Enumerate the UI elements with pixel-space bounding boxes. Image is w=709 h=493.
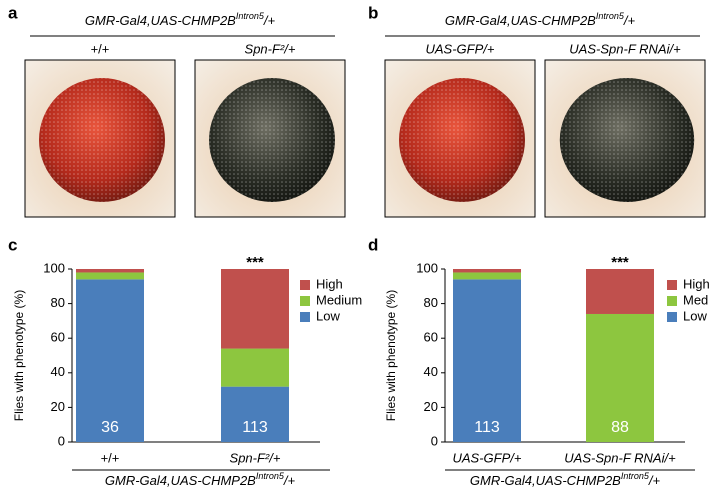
legend-swatch [667,312,677,322]
genotype-base: GMR-Gal4,UAS-CHMP2B [470,473,621,488]
genotype-sup: Intron5 [621,471,650,481]
eye-facets [399,78,525,202]
x-tick-label: UAS-Spn-F RNAi/+ [564,450,676,465]
sample-size: 113 [474,419,500,436]
y-tick-label: 40 [51,364,65,379]
genotype: GMR-Gal4,UAS-CHMP2BIntron5/+ [445,11,636,28]
bar-segment [586,269,654,314]
eye-facets [209,78,335,202]
y-tick-label: 60 [51,330,65,345]
photo-caption: +/+ [91,41,110,56]
legend-label: Low [316,308,340,323]
photo-caption: Spn-F²/+ [245,41,296,56]
bar-segment [221,269,289,349]
legend-label: High [316,276,343,291]
genotype-tail: /+ [263,13,276,28]
genotype-base: GMR-Gal4,UAS-CHMP2B [85,13,236,28]
x-tick-label: Spn-F²/+ [230,450,281,465]
y-tick-label: 0 [431,433,438,448]
legend-swatch [667,296,677,306]
bar-segment [453,269,521,273]
panel-label: d [368,235,378,254]
sample-size: 113 [242,419,268,436]
bar-segment [221,348,289,387]
bar-segment [586,313,654,442]
photo-caption: UAS-GFP/+ [426,41,495,56]
bar-segment [453,279,521,442]
y-tick-label: 20 [51,399,65,414]
y-axis-label: Flies with phenotype (%) [12,290,26,421]
legend-swatch [667,280,677,290]
bar-segment [76,269,144,273]
legend-swatch [300,296,310,306]
bar-segment [76,272,144,280]
panel-label: c [8,235,17,254]
y-axis-label: Flies with phenotype (%) [384,290,398,421]
panel-label: b [368,3,378,22]
bar-segment [221,386,289,442]
x-tick-label: +/+ [101,450,120,465]
eye-facets [559,78,695,202]
y-tick-label: 100 [43,260,65,275]
genotype: GMR-Gal4,UAS-CHMP2BIntron5/+ [85,11,276,28]
photo-frame [544,59,706,218]
genotype-base: GMR-Gal4,UAS-CHMP2B [445,13,596,28]
genotype: GMR-Gal4,UAS-CHMP2BIntron5/+ [470,471,661,488]
legend-label: High [683,276,709,291]
significance: *** [246,254,264,271]
y-tick-label: 100 [416,260,438,275]
x-tick-label: UAS-GFP/+ [453,450,522,465]
photo-frame [24,59,176,218]
bar-segment [453,272,521,280]
genotype-tail: /+ [623,13,636,28]
legend-label: Medium [316,292,362,307]
photo-frame [194,59,346,218]
legend-swatch [300,280,310,290]
sample-size: 36 [101,419,119,436]
y-tick-label: 80 [51,295,65,310]
genotype: GMR-Gal4,UAS-CHMP2BIntron5/+ [105,471,296,488]
y-tick-label: 20 [424,399,438,414]
genotype-sup: Intron5 [236,11,265,21]
sample-size: 88 [611,419,629,436]
legend-label: Medium [683,292,709,307]
photo-frame [384,59,536,218]
bar-segment [76,279,144,442]
genotype-tail: /+ [283,473,296,488]
eye-facets [39,78,165,202]
y-tick-label: 0 [58,433,65,448]
genotype-base: GMR-Gal4,UAS-CHMP2B [105,473,256,488]
genotype-sup: Intron5 [596,11,625,21]
photo-caption: UAS-Spn-F RNAi/+ [569,41,681,56]
legend-label: Low [683,308,707,323]
y-tick-label: 60 [424,330,438,345]
genotype-sup: Intron5 [256,471,285,481]
panel-label: a [8,3,18,22]
genotype-tail: /+ [648,473,661,488]
significance: *** [611,254,629,271]
y-tick-label: 80 [424,295,438,310]
y-tick-label: 40 [424,364,438,379]
legend-swatch [300,312,310,322]
